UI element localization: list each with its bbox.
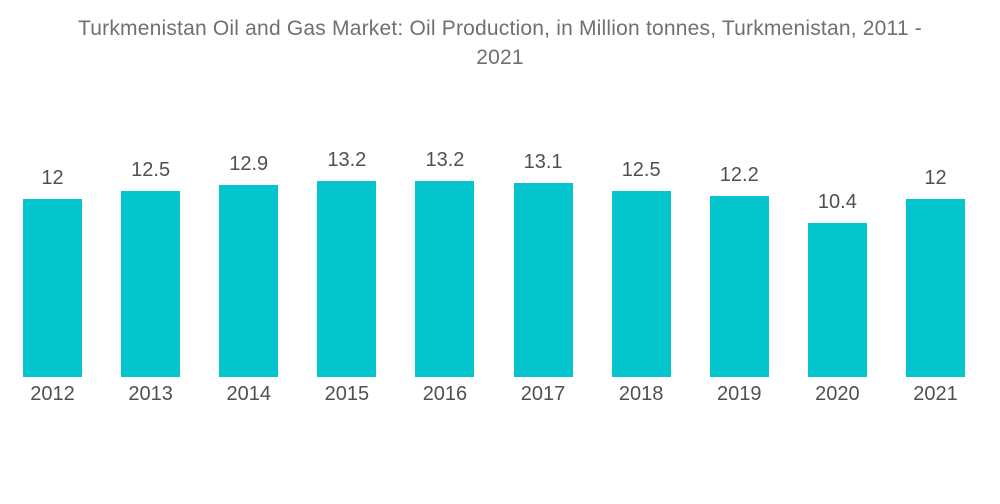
- bar-column-2012: 12 2012: [23, 166, 82, 405]
- bar-2015[interactable]: [317, 181, 377, 377]
- x-axis-label: 2016: [422, 383, 468, 405]
- bar-column-2014: 12.9 2014: [219, 153, 279, 405]
- bar-value-label: 12.2: [719, 163, 759, 186]
- bar-column-2016: 13.2 2016: [415, 149, 475, 405]
- x-axis-label: 2014: [226, 383, 271, 405]
- bar-value-label: 12.5: [621, 159, 661, 182]
- bar-value-label: 12: [41, 166, 64, 189]
- bar-value-label: 12.9: [229, 153, 269, 176]
- bar-2018[interactable]: [611, 191, 671, 377]
- bar-2012[interactable]: [23, 198, 82, 377]
- bar-column-2015: 13.2 2015: [317, 149, 377, 405]
- bar-value-label: 13.2: [327, 149, 367, 171]
- bar-2021[interactable]: [905, 198, 965, 377]
- x-axis-label: 2019: [717, 383, 762, 405]
- bar-column-2020: 10.4 2020: [807, 190, 867, 405]
- bar-column-2021: 12 2021: [905, 166, 965, 405]
- bar-column-2017: 13.1 2017: [513, 150, 573, 405]
- bar-plot-area: 12 2012 12.5 2013 12.9 2014 13.2 2015 13.2 2016 13…: [23, 149, 965, 405]
- bar-2017[interactable]: [513, 182, 573, 377]
- x-axis-label: 2012: [30, 383, 75, 405]
- bar-value-label: 12.5: [131, 159, 171, 182]
- bar-value-label: 13.1: [523, 150, 563, 173]
- chart-title-line2: 2021: [476, 46, 524, 69]
- bar-2019[interactable]: [709, 195, 769, 377]
- x-axis-label: 2013: [128, 383, 173, 405]
- bar-value-label: 12: [924, 166, 947, 189]
- chart-title-line1: Turkmenistan Oil and Gas Market: Oil Pro…: [78, 17, 922, 40]
- bar-2016[interactable]: [415, 181, 475, 377]
- bar-column-2013: 12.5 2013: [121, 159, 181, 405]
- bar-column-2018: 12.5 2018: [611, 159, 671, 405]
- x-axis-label: 2018: [618, 383, 664, 405]
- bar-value-label: 10.4: [817, 190, 857, 213]
- x-axis-label: 2020: [815, 383, 860, 405]
- x-axis-label: 2017: [520, 383, 566, 405]
- bar-value-label: 13.2: [425, 149, 465, 171]
- bar-column-2019: 12.2 2019: [709, 163, 769, 405]
- x-axis-label: 2015: [324, 383, 370, 405]
- bar-2013[interactable]: [121, 191, 181, 377]
- chart-title: Turkmenistan Oil and Gas Market: Oil Pro…: [0, 14, 1000, 72]
- bar-2014[interactable]: [219, 185, 279, 377]
- bar-2020[interactable]: [807, 222, 867, 377]
- x-axis-label: 2021: [913, 383, 958, 405]
